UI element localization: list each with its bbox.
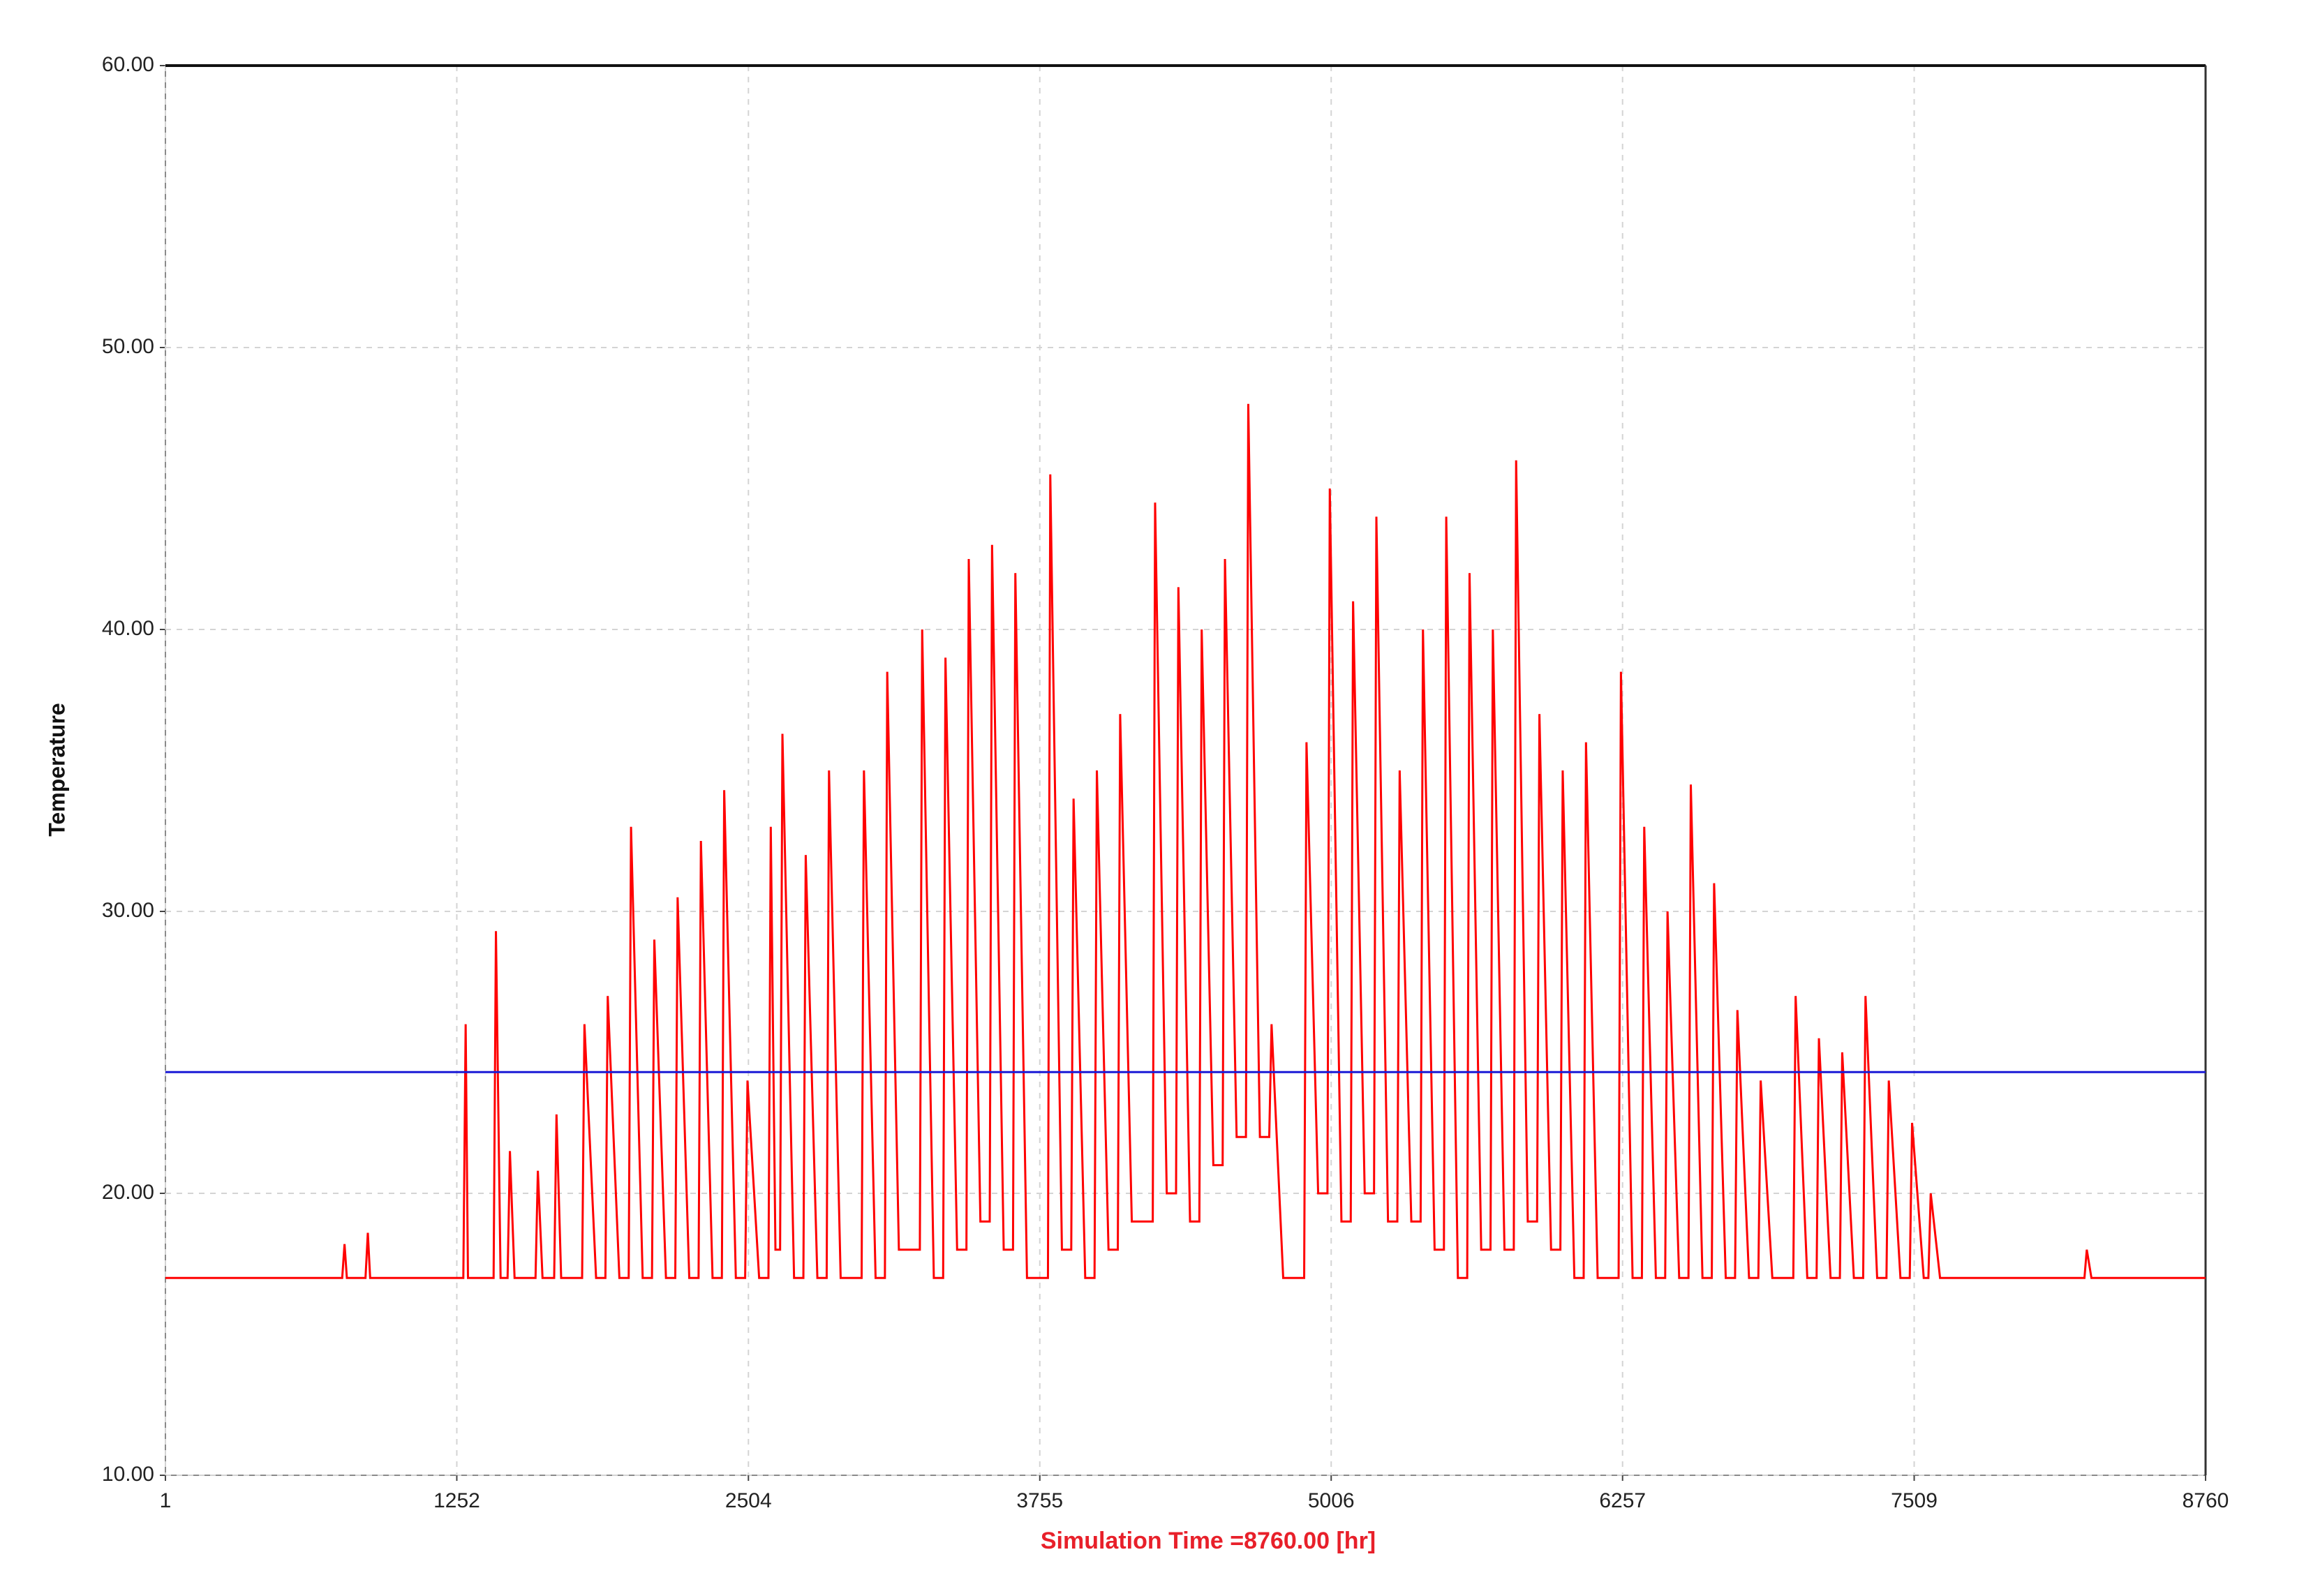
y-tick-label: 20.00 — [102, 1181, 154, 1204]
y-tick-label: 40.00 — [102, 617, 154, 640]
x-tick-label: 7509 — [1891, 1489, 1938, 1512]
x-tick-label: 2504 — [725, 1489, 772, 1512]
series-line — [165, 403, 2206, 1279]
y-tick-label: 50.00 — [102, 335, 154, 358]
y-tick-label: 60.00 — [102, 53, 154, 76]
x-tick-label: 1252 — [433, 1489, 480, 1512]
x-tick-label: 1 — [160, 1489, 172, 1512]
plot-area — [165, 65, 2206, 1476]
y-axis-label: Temperature — [44, 703, 69, 836]
x-tick-label: 8760 — [2183, 1489, 2229, 1512]
x-tick-label: 5006 — [1308, 1489, 1355, 1512]
x-tick-label: 6257 — [1599, 1489, 1646, 1512]
x-axis-label: Simulation Time =8760.00 [hr] — [1041, 1528, 1376, 1554]
y-tick-label: 30.00 — [102, 899, 154, 922]
y-tick-label: 10.00 — [102, 1463, 154, 1486]
x-tick-label: 3755 — [1016, 1489, 1063, 1512]
